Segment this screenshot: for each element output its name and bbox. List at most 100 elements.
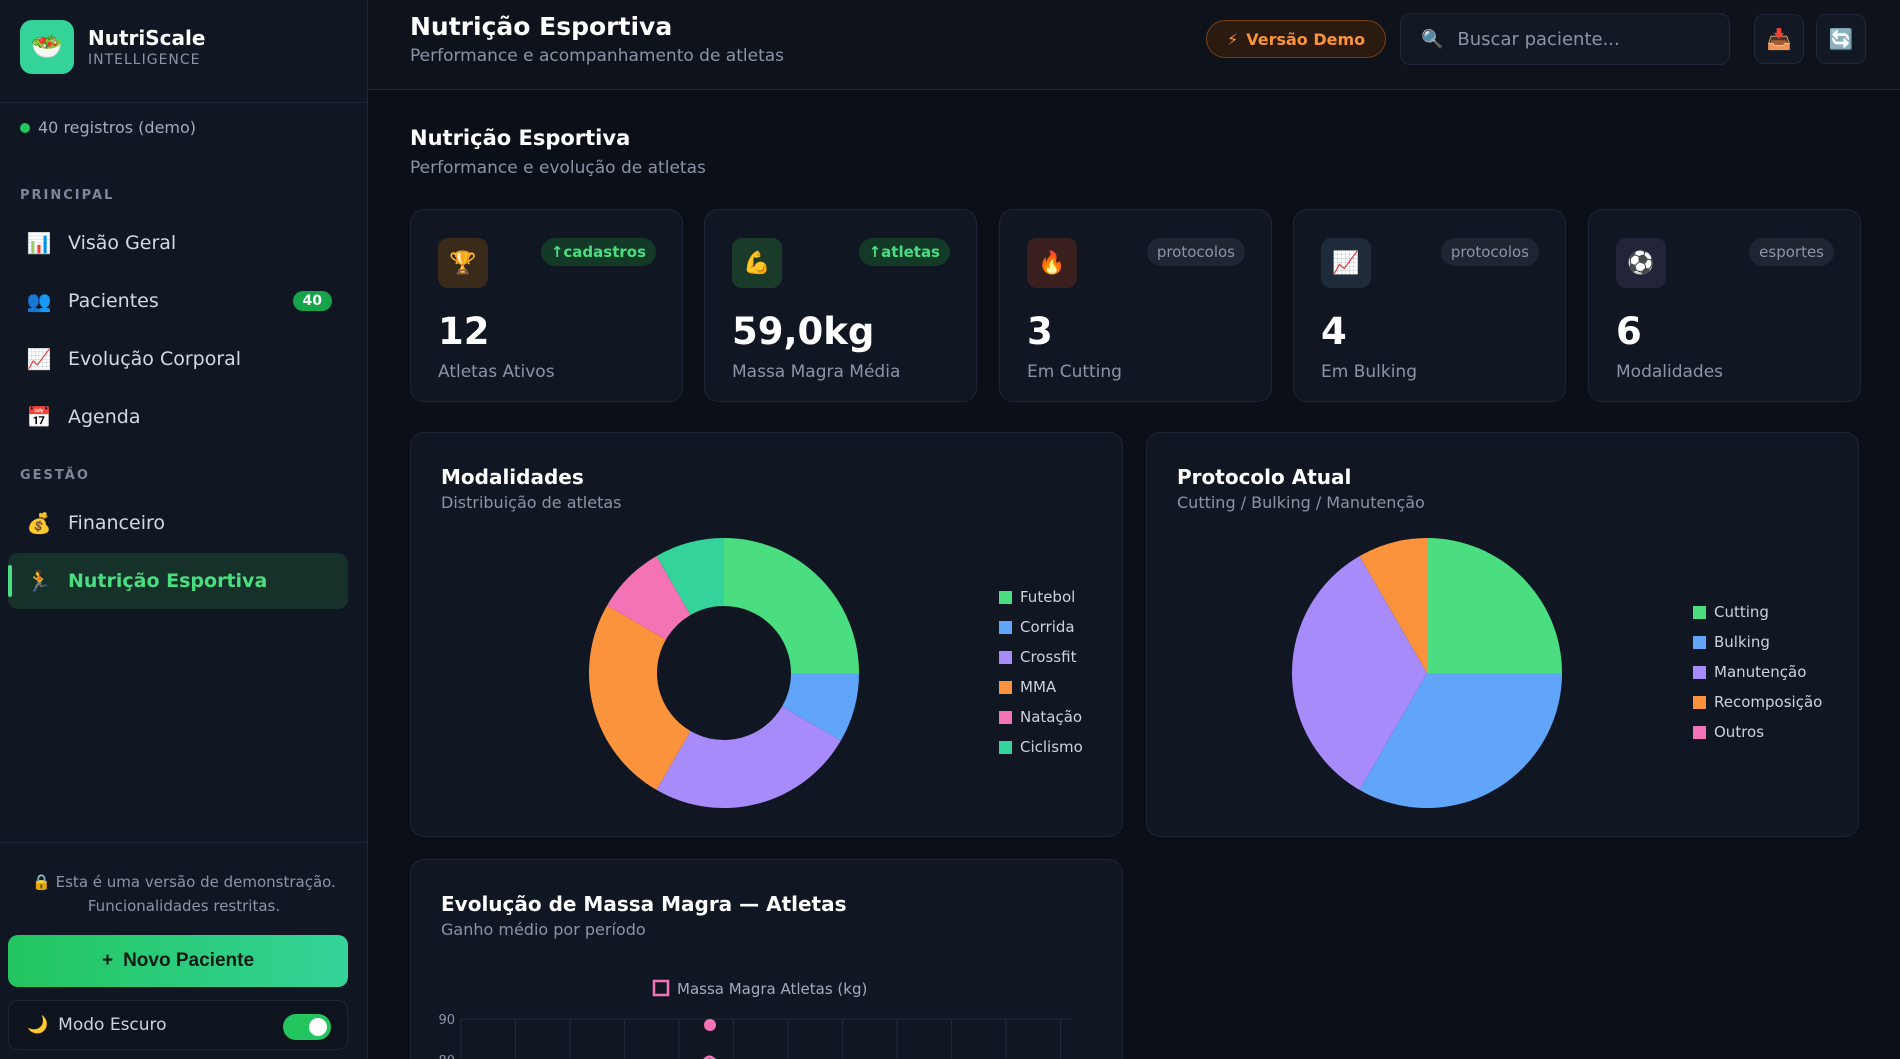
search-box[interactable]: 🔍 — [1400, 13, 1730, 65]
brand[interactable]: 🥗 NutriScale INTELLIGENCE — [20, 20, 205, 74]
runner-icon: 🏃 — [26, 569, 52, 593]
sidebar-item-evolucao-corporal[interactable]: 📈 Evolução Corporal — [8, 331, 348, 387]
records-text: 40 registros (demo) — [38, 118, 197, 137]
stat-card: 🔥 protocolos 3 Em Cutting — [999, 209, 1272, 402]
sidebar-item-label: Visão Geral — [68, 232, 177, 254]
pie-slice-bulking[interactable] — [1359, 673, 1563, 808]
pie-slice-recomposição[interactable] — [1359, 538, 1428, 673]
page-title: Nutrição Esportiva — [410, 126, 631, 150]
pie-slice-manutenção[interactable] — [1292, 556, 1427, 790]
stat-value: 3 — [1027, 310, 1053, 353]
sidebar-item-nutricao-esportiva[interactable]: 🏃 Nutrição Esportiva — [8, 553, 348, 609]
pie-slice-natação[interactable] — [607, 556, 691, 640]
section-label-gestao: GESTÃO — [20, 468, 90, 483]
legend-item[interactable]: Manutenção — [1693, 657, 1822, 687]
legend-item[interactable]: Corrida — [999, 612, 1083, 642]
legend-swatch — [1693, 635, 1706, 649]
header: Nutrição Esportiva Performance e acompan… — [368, 0, 1900, 90]
legend-item[interactable]: Outros — [1693, 717, 1822, 747]
legend-label: Cutting — [1714, 603, 1769, 621]
flexed-biceps-icon: 💪 — [732, 238, 782, 288]
sidebar-item-visao-geral[interactable]: 📊 Visão Geral — [8, 215, 348, 271]
legend-item[interactable]: Bulking — [1693, 627, 1822, 657]
massa-magra-chart-card: Evolução de Massa Magra — Atletas Ganho … — [410, 859, 1123, 1059]
plus-icon: + — [101, 950, 114, 971]
header-title: Nutrição Esportiva — [410, 12, 673, 41]
sidebar-item-pacientes[interactable]: 👥 Pacientes 40 — [8, 273, 348, 329]
money-bag-icon: 💰 — [26, 511, 52, 535]
bar-chart-icon: 📊 — [26, 231, 52, 255]
line-legend[interactable]: Massa Magra Atletas (kg) — [652, 979, 867, 998]
legend-swatch — [999, 740, 1012, 754]
refresh-button[interactable]: 🔄 — [1816, 14, 1866, 64]
stat-label: Em Cutting — [1027, 362, 1122, 382]
sidebar-item-label: Nutrição Esportiva — [68, 570, 268, 592]
pie-slice-mma[interactable] — [589, 605, 691, 790]
dark-mode-toggle[interactable] — [283, 1014, 331, 1040]
modalidades-legend: Futebol Corrida Crossfit MMA Natação Ciclismo — [999, 582, 1083, 762]
data-point[interactable] — [704, 1019, 716, 1031]
legend-swatch — [1693, 725, 1706, 739]
massa-magra-line-chart: Massa Magra Atletas (kg) 90 80 — [438, 979, 1071, 1059]
legend-label: MMA — [1020, 678, 1057, 696]
y-tick-label: 90 — [438, 1013, 455, 1028]
stat-card: 💪 ↑atletas 59,0kg Massa Magra Média — [704, 209, 977, 402]
trend-up-icon: 📈 — [26, 347, 52, 371]
pie-slice-futebol[interactable] — [724, 538, 859, 673]
demo-note: 🔒 Esta é uma versão de demonstração. Fun… — [20, 870, 348, 918]
stat-tag: protocolos — [1146, 238, 1245, 266]
stat-value: 12 — [438, 310, 490, 353]
legend-label: Outros — [1714, 723, 1765, 741]
modalidades-donut-chart — [589, 538, 859, 809]
search-input[interactable] — [1457, 28, 1708, 50]
pie-slice-crossfit[interactable] — [656, 706, 841, 809]
legend-label: Corrida — [1020, 618, 1075, 636]
sidebar-item-label: Agenda — [68, 406, 141, 428]
legend-item[interactable]: Ciclismo — [999, 732, 1083, 762]
legend-item[interactable]: Futebol — [999, 582, 1083, 612]
legend-label: Natação — [1020, 708, 1083, 726]
legend-item[interactable]: Crossfit — [999, 642, 1083, 672]
legend-label: Ciclismo — [1020, 738, 1083, 756]
legend-swatch — [652, 979, 670, 997]
records-status: 40 registros (demo) — [20, 118, 196, 137]
protocolo-chart-card: Protocolo Atual Cutting / Bulking / Manu… — [1146, 432, 1859, 837]
demo-version-badge[interactable]: ⚡ Versão Demo — [1206, 20, 1387, 58]
legend-label: Recomposição — [1714, 693, 1823, 711]
legend-swatch — [999, 620, 1012, 634]
new-patient-label: Novo Paciente — [123, 950, 255, 971]
stat-label: Em Bulking — [1321, 362, 1417, 382]
stat-label: Massa Magra Média — [732, 362, 901, 382]
new-patient-button[interactable]: + Novo Paciente — [8, 935, 348, 987]
divider — [0, 102, 368, 103]
legend-item[interactable]: Natação — [999, 702, 1083, 732]
demo-note-line1: Esta é uma versão de demonstração. — [55, 873, 336, 891]
patients-count-badge: 40 — [292, 291, 332, 311]
stat-tag: ↑cadastros — [540, 238, 656, 266]
pie-slice-corrida[interactable] — [782, 673, 859, 741]
section-label-principal: PRINCIPAL — [20, 188, 115, 203]
lightning-icon: ⚡ — [1227, 29, 1239, 49]
inbox-button[interactable]: 📥 — [1754, 14, 1804, 64]
legend-item[interactable]: Cutting — [1693, 597, 1822, 627]
pie-slice-cutting[interactable] — [1427, 538, 1562, 673]
y-tick-label: 80 — [438, 1054, 455, 1059]
sidebar-item-label: Evolução Corporal — [68, 348, 242, 370]
pie-slice-ciclismo[interactable] — [656, 538, 725, 615]
legend-item[interactable]: Recomposição — [1693, 687, 1822, 717]
legend-item[interactable]: MMA — [999, 672, 1083, 702]
trophy-icon: 🏆 — [438, 238, 488, 288]
brand-name: NutriScale — [88, 26, 206, 50]
stat-value: 6 — [1616, 310, 1642, 353]
legend-swatch — [999, 680, 1012, 694]
stat-value: 59,0kg — [732, 310, 875, 353]
modalidades-chart-card: Modalidades Distribuição de atletas Fute… — [410, 432, 1123, 837]
calendar-icon: 📅 — [26, 405, 52, 429]
sidebar-item-agenda[interactable]: 📅 Agenda — [8, 389, 348, 445]
refresh-icon: 🔄 — [1828, 27, 1854, 51]
ball-icon: ⚽ — [1616, 238, 1666, 288]
sidebar-item-financeiro[interactable]: 💰 Financeiro — [8, 495, 348, 551]
legend-swatch — [1693, 605, 1706, 619]
lock-icon: 🔒 — [32, 873, 51, 891]
protocolo-legend: Cutting Bulking Manutenção Recomposição Outr… — [1693, 597, 1822, 747]
